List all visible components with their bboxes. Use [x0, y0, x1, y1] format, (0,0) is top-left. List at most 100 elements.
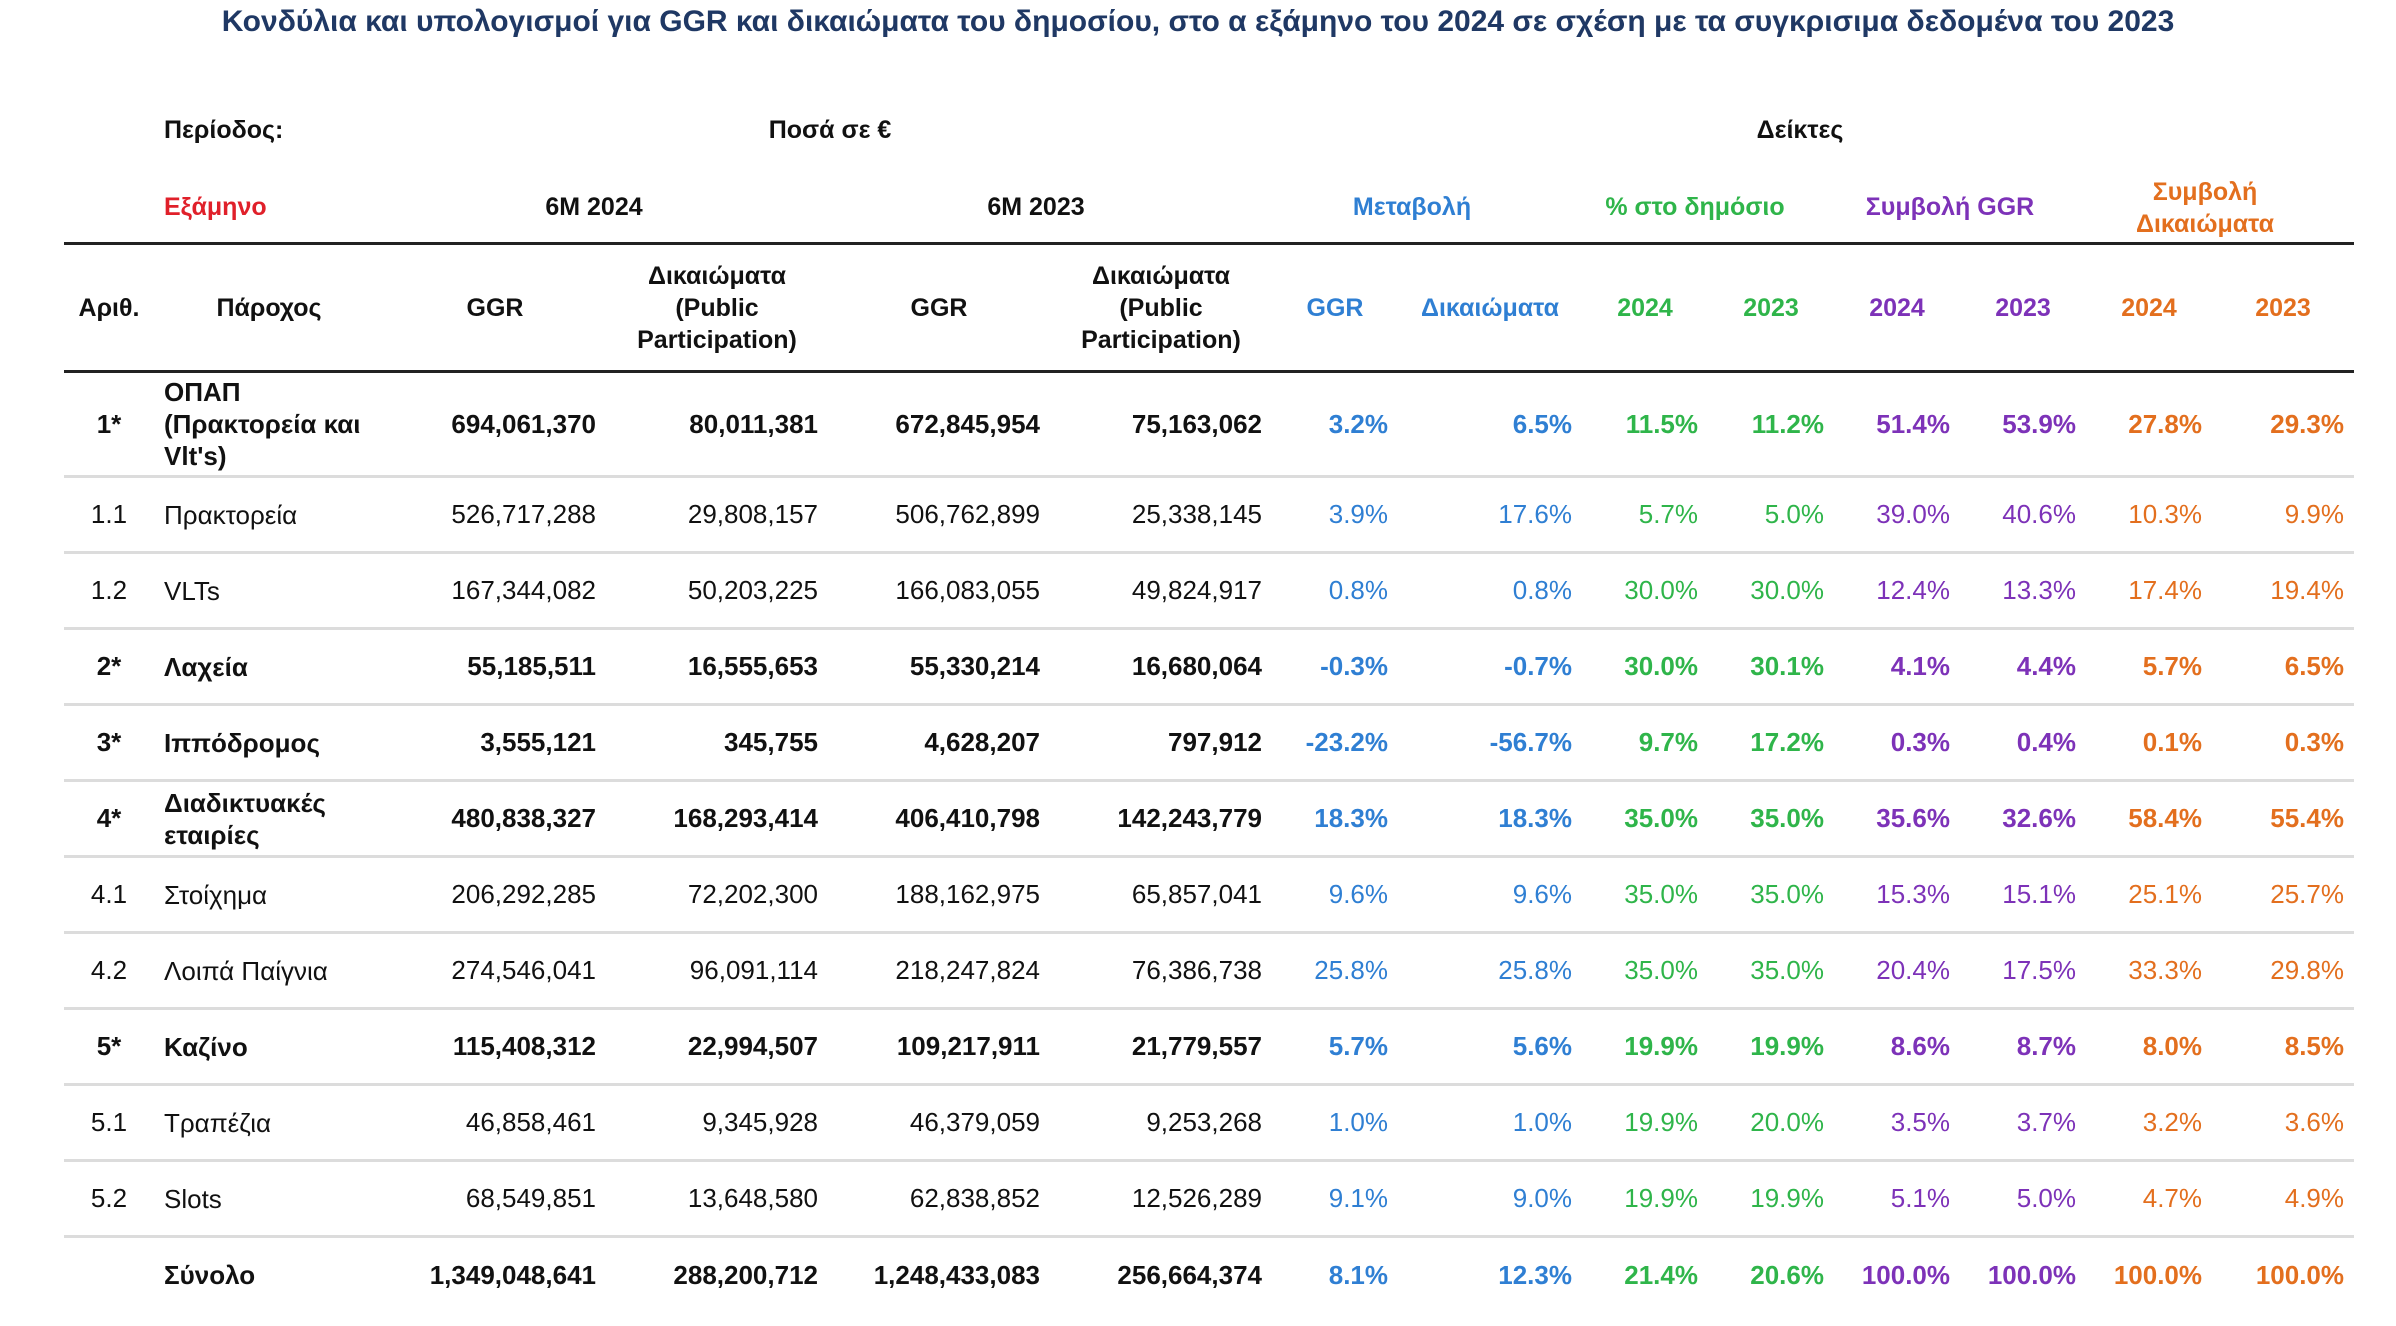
cell-crights24: 0.1%: [2142, 727, 2202, 757]
table-row: 3* Ιππόδρομος 3,555,121 345,755 4,628,207 797…: [64, 705, 2354, 781]
cell-id: 5.2: [90, 1183, 128, 1213]
cell-chg-rights: 1.0%: [1512, 1107, 1572, 1137]
cell-rights23: 9,253,268: [1146, 1107, 1262, 1137]
col-num: Αριθ.: [78, 293, 140, 322]
cell-ggr23: 506,762,899: [895, 499, 1040, 529]
cell-pub24: 19.9%: [1624, 1031, 1698, 1061]
amounts-label: Ποσά σε €: [768, 116, 892, 144]
col-public-2024: 2024: [1617, 293, 1673, 322]
cell-cggr24: 39.0%: [1876, 499, 1950, 529]
cell-cggr23: 53.9%: [2002, 408, 2076, 439]
table-row: 5.2 Slots 68,549,851 13,648,580 62,838,852 12…: [64, 1161, 2354, 1237]
cell-cggr23: 4.4%: [2016, 651, 2076, 681]
cell-rights23: 76,386,738: [1131, 955, 1262, 985]
indices-label: Δείκτες: [1756, 116, 1844, 144]
cell-chg-rights: 9.6%: [1512, 879, 1572, 909]
cell-name: Λαχεία: [164, 651, 248, 682]
cell-ggr23: 62,838,852: [909, 1183, 1040, 1213]
cell-id: 4.2: [90, 955, 128, 985]
cell-name: Στοίχημα: [164, 879, 268, 910]
cell-chg-ggr: 8.1%: [1328, 1259, 1388, 1290]
cell-crights24: 5.7%: [2142, 651, 2202, 681]
cell-crights23: 100.0%: [2255, 1259, 2344, 1290]
cell-ggr24: 1,349,048,641: [429, 1259, 596, 1290]
table-row: 1.2 VLTs 167,344,082 50,203,225 166,083,055 4…: [64, 553, 2354, 629]
cell-name: Ιππόδρομος: [164, 727, 320, 758]
cell-cggr23: 15.1%: [2002, 879, 2076, 909]
cell-rights24: 16,555,653: [687, 651, 818, 681]
cell-rights24: 168,293,414: [673, 803, 818, 833]
cell-chg-rights: 18.3%: [1498, 803, 1572, 833]
cell-cggr24: 8.6%: [1890, 1031, 1950, 1061]
table-row: 5.1 Τραπέζια 46,858,461 9,345,928 46,379,059…: [64, 1085, 2354, 1161]
cell-ggr24: 3,555,121: [480, 727, 596, 757]
cell-pub24: 19.9%: [1624, 1107, 1698, 1137]
cell-ggr24: 167,344,082: [451, 575, 596, 605]
cell-crights24: 3.2%: [2142, 1107, 2202, 1137]
col-rights-2023: Δικαιώματα (Public Participation): [1081, 261, 1241, 354]
cell-name: Πρακτορεία: [164, 499, 298, 530]
cell-chg-ggr: 9.1%: [1328, 1183, 1388, 1213]
cell-rights23: 797,912: [1168, 727, 1262, 757]
cell-id: [64, 1237, 154, 1313]
cell-pub24: 35.0%: [1624, 803, 1698, 833]
cell-chg-rights: 5.6%: [1512, 1031, 1572, 1061]
cell-chg-rights: -0.7%: [1504, 651, 1572, 681]
period-2024-label: 6M 2024: [545, 193, 643, 221]
cell-crights24: 17.4%: [2128, 575, 2202, 605]
period-label: Περίοδος:: [164, 116, 284, 144]
cell-crights24: 33.3%: [2128, 955, 2202, 985]
cell-pub24: 30.0%: [1624, 575, 1698, 605]
cell-cggr24: 100.0%: [1861, 1259, 1950, 1290]
cell-rights24: 22,994,507: [687, 1031, 818, 1061]
cell-name: ΟΠΑΠ (Πρακτορεία και Vlt's): [164, 377, 361, 471]
cell-crights24: 10.3%: [2128, 499, 2202, 529]
cell-pub24: 5.7%: [1638, 499, 1698, 529]
cell-ggr24: 206,292,285: [451, 879, 596, 909]
cell-pub24: 21.4%: [1624, 1259, 1698, 1290]
cell-ggr23: 1,248,433,083: [873, 1259, 1040, 1290]
cell-cggr23: 0.4%: [2016, 727, 2076, 757]
cell-rights24: 345,755: [724, 727, 818, 757]
cell-pub23: 30.1%: [1750, 651, 1824, 681]
rights-contribution-label: Συμβολή Δικαιώματα: [2136, 178, 2274, 238]
cell-pub23: 35.0%: [1750, 803, 1824, 833]
cell-pub23: 5.0%: [1764, 499, 1824, 529]
cell-crights23: 4.9%: [2284, 1183, 2344, 1213]
column-header-row: Αριθ. Πάροχος GGR Δικαιώματα (Public Par…: [64, 243, 2354, 372]
page-title: Κονδύλια και υπολογισμοί για GGR και δικ…: [221, 5, 2175, 38]
col-ggr-contrib-2024: 2024: [1869, 293, 1925, 322]
cell-rights23: 25,338,145: [1131, 499, 1262, 529]
table-row: 4.1 Στοίχημα 206,292,285 72,202,300 188,162,…: [64, 857, 2354, 933]
cell-name: Slots: [164, 1183, 222, 1214]
cell-id: 3*: [96, 727, 122, 757]
cell-chg-ggr: 9.6%: [1328, 879, 1388, 909]
cell-crights24: 4.7%: [2142, 1183, 2202, 1213]
cell-crights23: 6.5%: [2284, 651, 2344, 681]
cell-rights24: 80,011,381: [689, 408, 818, 439]
cell-crights24: 8.0%: [2142, 1031, 2202, 1061]
cell-pub23: 19.9%: [1750, 1031, 1824, 1061]
cell-pub23: 30.0%: [1750, 575, 1824, 605]
cell-cggr23: 100.0%: [1987, 1259, 2076, 1290]
cell-cggr23: 32.6%: [2002, 803, 2076, 833]
cell-ggr23: 188,162,975: [895, 879, 1040, 909]
cell-crights23: 55.4%: [2270, 803, 2344, 833]
cell-ggr23: 672,845,954: [895, 408, 1040, 439]
cell-rights24: 50,203,225: [687, 575, 818, 605]
table-row: 1* ΟΠΑΠ (Πρακτορεία και Vlt's) 694,061,370…: [64, 372, 2354, 477]
total-row: Σύνολο 1,349,048,641 288,200,712 1,248,433,…: [64, 1237, 2354, 1313]
cell-rights24: 9,345,928: [702, 1107, 818, 1137]
cell-chg-rights: 9.0%: [1512, 1183, 1572, 1213]
cell-pub23: 17.2%: [1750, 727, 1824, 757]
cell-cggr23: 3.7%: [2016, 1107, 2076, 1137]
cell-pub24: 35.0%: [1624, 879, 1698, 909]
col-rights-contrib-2023: 2023: [2255, 293, 2311, 322]
table-row: 1.1 Πρακτορεία 526,717,288 29,808,157 506,76…: [64, 477, 2354, 553]
cell-rights23: 65,857,041: [1131, 879, 1262, 909]
cell-id: 5*: [96, 1031, 122, 1061]
cell-name: Σύνολο: [164, 1260, 256, 1291]
cell-pub23: 11.2%: [1751, 408, 1824, 439]
cell-crights23: 8.5%: [2284, 1031, 2344, 1061]
change-label: Μεταβολή: [1352, 193, 1472, 221]
